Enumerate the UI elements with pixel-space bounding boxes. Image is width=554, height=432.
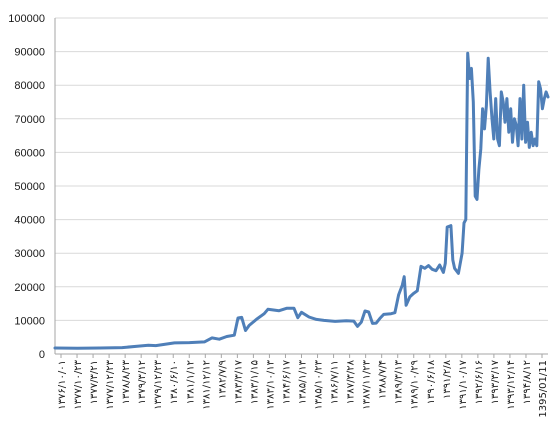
x-tick-label: ۱۳۸۷/۳/۲۸ [346, 359, 357, 404]
axes [54, 18, 548, 358]
x-tick-label: ۱۳۷۹/۱۲/۲۳ [153, 359, 164, 409]
y-tick-label: 40000 [14, 215, 45, 227]
y-axis-tick-labels: 0 10000 20000 30000 40000 50000 60000 70000 8000… [8, 13, 45, 361]
y-tick-label: 90000 [14, 47, 45, 59]
y-tick-label: 70000 [14, 114, 45, 126]
x-tick-label: ۱۳۸۱/۱۲/۱۲ [201, 360, 212, 410]
x-tick-label: ۱۳۸۴/۶/۱۷ [281, 359, 292, 404]
x-tick-label: ۱۳۸۵/۱/۱۳ [298, 359, 309, 404]
x-axis-tick-labels: ۱۳۷۶/۱۰/۰۱ ۱۳۷۷/۱۰/۲۳ ۱۳۷۷/۳/۲۱ ۱۳۷۷/۱۲/۲۳ ۱… [57, 359, 549, 417]
x-tick-label: ۱۳۸۳/۳/۱۷ [233, 359, 244, 404]
y-tick-label: 60000 [14, 147, 45, 159]
x-tick-label: ۱۳۷۹/۳/۱۲ [137, 360, 148, 404]
x-tick-label: 1395/01/11 [538, 360, 549, 418]
x-tick-label: ۱۳۸۱/۱/۱۲ [185, 360, 196, 404]
x-tick-label: ۱۳۹۴/۸/۱۲ [522, 360, 533, 404]
x-tick-label: ۱۳۷۷/۱۲/۲۳ [105, 359, 116, 409]
x-tick-label: ۱۳۸۰/۶/۱۰ [169, 360, 180, 404]
y-tick-label: 100000 [8, 13, 45, 25]
y-tick-label: 0 [39, 349, 45, 361]
y-tick-label: 80000 [14, 80, 45, 92]
x-tick-label: ۱۳۷۷/۳/۲۱ [89, 360, 100, 404]
x-tick-label: ۱۳۷۸/۸/۲۳ [121, 359, 132, 404]
x-tick-label: ۱۳۹۰/۶/۱۸ [426, 359, 437, 404]
x-tick-label: ۱۳۸۶/۷/۱۱ [330, 360, 341, 404]
x-tick-label: ۱۳۸۸/۷/۴ [378, 360, 389, 399]
y-tick-label: 20000 [14, 282, 45, 294]
x-tick-label: ۱۳۸۳/۱۰/۱۳ [265, 359, 276, 409]
x-tick-label: ۱۳۹۱/۲/۸ [442, 359, 453, 399]
x-tick-label: ۱۳۸۹/۱۰/۲۹ [410, 360, 421, 410]
x-tick-label: ۱۳۸۵/۱۰/۲۳ [314, 359, 325, 409]
y-tick-label: 10000 [14, 315, 45, 327]
x-tick-label: ۱۳۸۷/۱۱/۲۳ [362, 359, 373, 409]
series-line [53, 51, 550, 350]
x-tick-label: ۱۳۹۲/۶/۱۶ [474, 360, 485, 404]
series-layer [53, 51, 550, 350]
x-tick-label: ۱۳۹۱/۱۰/۱۷ [458, 359, 469, 409]
y-tick-label: 30000 [14, 248, 45, 260]
x-tick-label: ۱۳۹۳/۱۲/۱۴ [506, 360, 517, 410]
x-tick-label: ۱۳۷۷/۱۰/۲۳ [73, 359, 84, 409]
x-tick-label: ۱۳۷۶/۱۰/۰۱ [57, 360, 68, 410]
y-tick-label: 50000 [14, 181, 45, 193]
x-tick-label: ۱۳۸۲/۷/۹ [217, 360, 228, 399]
x-tick-label: ۱۳۹۳/۳/۱۷ [490, 359, 501, 404]
x-tick-label: ۱۳۸۹/۳/۱۳ [394, 359, 405, 404]
x-tick-label: ۱۳۸۳/۱/۱۵ [249, 360, 260, 404]
